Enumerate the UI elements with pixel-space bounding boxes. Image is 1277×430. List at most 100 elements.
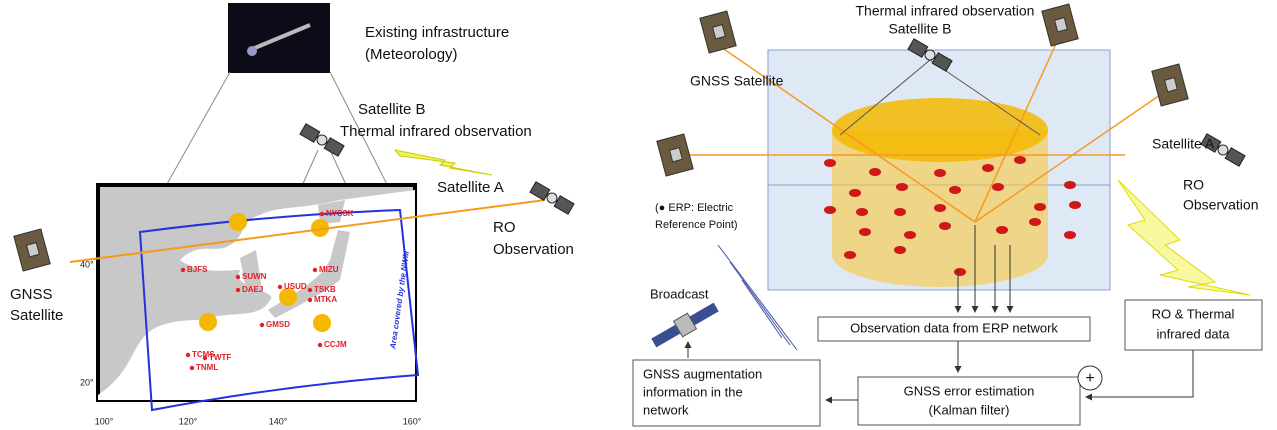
station-label: SUWN (242, 272, 267, 281)
erp-note: Reference Point) (655, 219, 738, 231)
erp-dot (939, 222, 951, 230)
erp-dot (896, 183, 908, 191)
photo-caption: Existing infrastructure (365, 24, 509, 41)
gnss-satellite (1041, 3, 1079, 47)
station-dot (312, 267, 318, 273)
erp-dot (934, 204, 946, 212)
station-dot (185, 352, 191, 358)
erp-dot (904, 231, 916, 239)
erp-dot (1064, 231, 1076, 239)
box-text: (Kalman filter) (929, 402, 1010, 417)
station-dot (235, 274, 241, 280)
nwm-area (138, 208, 420, 412)
station-dot (259, 322, 265, 328)
box-text: GNSS augmentation (643, 366, 762, 381)
station-label: TCMS (192, 350, 215, 359)
erp-dot (949, 186, 961, 194)
gnss-satellite (1151, 63, 1189, 107)
erp-dot (859, 228, 871, 236)
observation-box (817, 316, 1091, 342)
station-dot (189, 365, 195, 371)
erp-dot (1034, 203, 1046, 211)
erp-dot (856, 208, 868, 216)
erp-dot (869, 168, 881, 176)
station-label: NYSSK (326, 209, 354, 218)
left-panel: Existing infrastructure (Meteorology) Ar… (10, 3, 576, 426)
lat-label: 40° (80, 259, 94, 269)
photo-sun (247, 46, 257, 56)
plus-circle (1077, 365, 1103, 391)
station-label: MIZU (319, 265, 339, 274)
lightning (1117, 179, 1251, 296)
erp-dot (1069, 201, 1081, 209)
erp-dot (844, 251, 856, 259)
satellite-label: Observation (493, 241, 574, 258)
satellite-label: GNSS Satellite (690, 73, 784, 89)
station-label: MTKA (314, 295, 337, 304)
satellite-label: Thermal infrared observation (340, 123, 532, 140)
lon-label: 140° (269, 416, 288, 426)
station-dot (317, 342, 323, 348)
augmentation-box (632, 359, 821, 427)
box-text: infrared data (1157, 326, 1231, 341)
erp-dot (982, 164, 994, 172)
box-text: Observation data from ERP network (850, 320, 1058, 335)
lon-label: 100° (95, 416, 114, 426)
erp-dot (996, 226, 1008, 234)
erp-dot (1064, 181, 1076, 189)
right-panel: Thermal infrared observation Satellite B… (632, 3, 1263, 427)
lon-label: 160° (403, 416, 422, 426)
satellite-label: Satellite A (1152, 136, 1215, 152)
erp-dot (992, 183, 1004, 191)
station-label: TWTF (209, 353, 231, 362)
satellite-label: Satellite B (358, 101, 426, 118)
station-dot (235, 287, 241, 293)
satellite-label: Satellite B (888, 21, 951, 37)
satellite-label: RO (493, 219, 516, 236)
box-text: RO & Thermal (1152, 306, 1235, 321)
satellite-label: Satellite A (437, 179, 504, 196)
erp-note: (● ERP: Electric (655, 202, 734, 214)
station-label: DAEJ (242, 285, 263, 294)
station-label: TSKB (314, 285, 336, 294)
box-text: GNSS error estimation (904, 383, 1035, 398)
station-label: USUD (284, 282, 307, 291)
erp-dot (934, 169, 946, 177)
station-label: TNML (196, 363, 218, 372)
station-label: CCJM (324, 340, 347, 349)
gnss-satellite (656, 133, 694, 177)
erp-dot (849, 189, 861, 197)
lat-label: 20° (80, 377, 94, 387)
plus: + (1085, 370, 1094, 387)
photo-caption: (Meteorology) (365, 46, 458, 63)
gnss-satellite (13, 228, 51, 272)
station-label: GMSD (266, 320, 290, 329)
erp-dot (954, 268, 966, 276)
erp-dot (894, 246, 906, 254)
lon-label: 120° (179, 416, 198, 426)
satellite-label: Thermal infrared observation (856, 3, 1035, 19)
erp-dot (824, 159, 836, 167)
satellite-label: RO (1183, 177, 1204, 193)
erp-dot (1029, 218, 1041, 226)
erp-dot (894, 208, 906, 216)
erp-dot (824, 206, 836, 214)
station-dot (180, 267, 186, 273)
station-dot (319, 211, 325, 217)
satellite-label: Satellite (10, 307, 63, 324)
station-dot (277, 284, 283, 290)
box-text: network (643, 402, 689, 417)
station-dot (307, 297, 313, 303)
satellite-b (298, 122, 346, 158)
satellite-a (528, 180, 576, 216)
photo-satellite (249, 23, 311, 52)
broadcast-satellite (651, 302, 719, 348)
erp-dot (1014, 156, 1026, 164)
ro-box (1124, 299, 1263, 351)
box-text: information in the (643, 384, 743, 399)
station-dot (202, 355, 208, 361)
station-dot (307, 287, 313, 293)
station-label: BJFS (187, 265, 208, 274)
estimation-box (857, 376, 1081, 426)
